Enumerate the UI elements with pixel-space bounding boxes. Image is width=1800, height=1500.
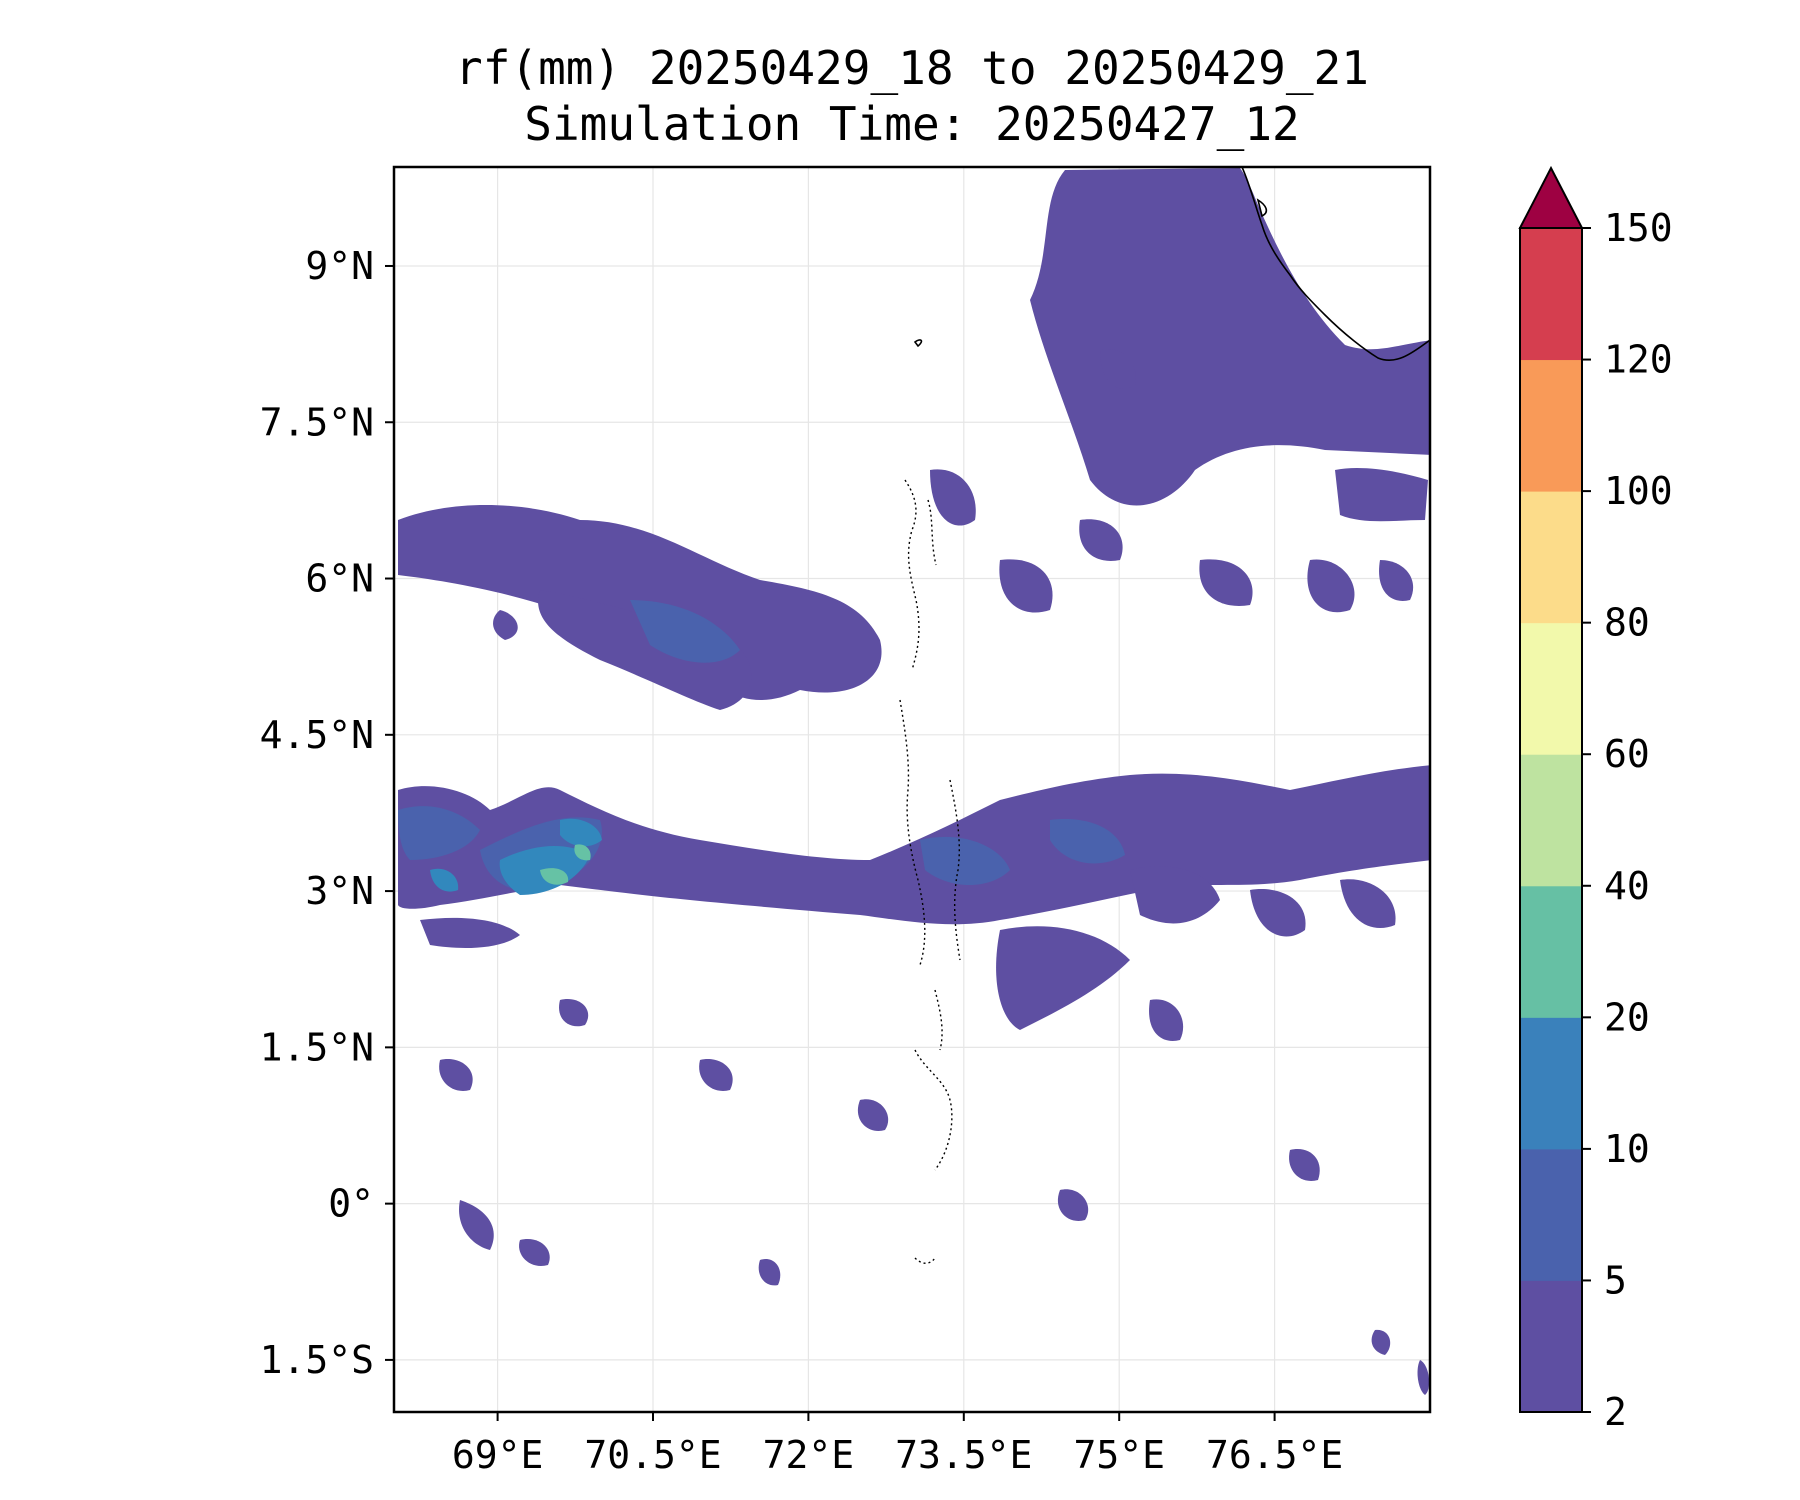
x-tick-label: 69°E — [452, 1433, 544, 1477]
y-tick-label: 6°N — [305, 557, 374, 601]
colorbar-label: 120 — [1604, 338, 1673, 382]
colorbar: 2 5 10 20 40 60 80 100 120 150 — [1518, 165, 1673, 1434]
map-title: rf(mm) 20250429_18 to 20250429_21 — [455, 41, 1369, 95]
colorbar-segment — [1520, 1017, 1582, 1150]
colorbar-label: 40 — [1604, 864, 1650, 908]
colorbar-label: 100 — [1604, 469, 1673, 513]
colorbar-extend-arrow — [1518, 165, 1584, 229]
colorbar-segment — [1520, 1148, 1582, 1281]
island-outlines — [899, 479, 961, 1264]
y-tick-label: 7.5°N — [260, 400, 374, 444]
map-area — [398, 167, 1430, 1395]
map-subtitle: Simulation Time: 20250427_12 — [524, 97, 1300, 151]
colorbar-label: 20 — [1604, 995, 1650, 1039]
y-tick-label: 0° — [328, 1182, 374, 1226]
rainfall-contours-heavy — [540, 844, 591, 885]
y-tick-label: 1.5°N — [260, 1025, 374, 1069]
colorbar-segment — [1520, 1280, 1582, 1413]
colorbar-label: 10 — [1604, 1127, 1650, 1171]
colorbar-label: 80 — [1604, 601, 1650, 645]
map-frame — [392, 165, 1432, 1414]
x-axis-ticks: 69°E 70.5°E 72°E 73.5°E 75°E 76.5°E — [452, 1412, 1343, 1477]
colorbar-segment — [1520, 754, 1582, 887]
colorbar-label: 60 — [1604, 732, 1650, 776]
y-tick-label: 9°N — [305, 244, 374, 288]
coastline — [913, 167, 1430, 362]
colorbar-segment — [1520, 622, 1582, 755]
colorbar-label: 2 — [1604, 1390, 1627, 1434]
y-tick-label: 1.5°S — [260, 1338, 374, 1382]
colorbar-segment — [1520, 885, 1582, 1018]
colorbar-segment — [1520, 359, 1582, 492]
colorbar-label: 5 — [1604, 1258, 1627, 1302]
y-tick-label: 4.5°N — [260, 713, 374, 757]
rainfall-contours-light — [398, 168, 1430, 1395]
y-tick-label: 3°N — [305, 869, 374, 913]
colorbar-segment — [1520, 228, 1582, 361]
colorbar-segment — [1520, 491, 1582, 624]
x-tick-label: 70.5°E — [584, 1433, 721, 1477]
x-tick-label: 73.5°E — [895, 1433, 1032, 1477]
x-tick-label: 72°E — [763, 1433, 855, 1477]
x-tick-label: 76.5°E — [1206, 1433, 1343, 1477]
x-tick-label: 75°E — [1073, 1433, 1165, 1477]
y-axis-ticks: 9°N 7.5°N 6°N 4.5°N 3°N 1.5°N 0° 1.5°S — [260, 244, 394, 1382]
colorbar-label: 150 — [1604, 206, 1673, 250]
colorbar-frame — [1519, 227, 1583, 1413]
